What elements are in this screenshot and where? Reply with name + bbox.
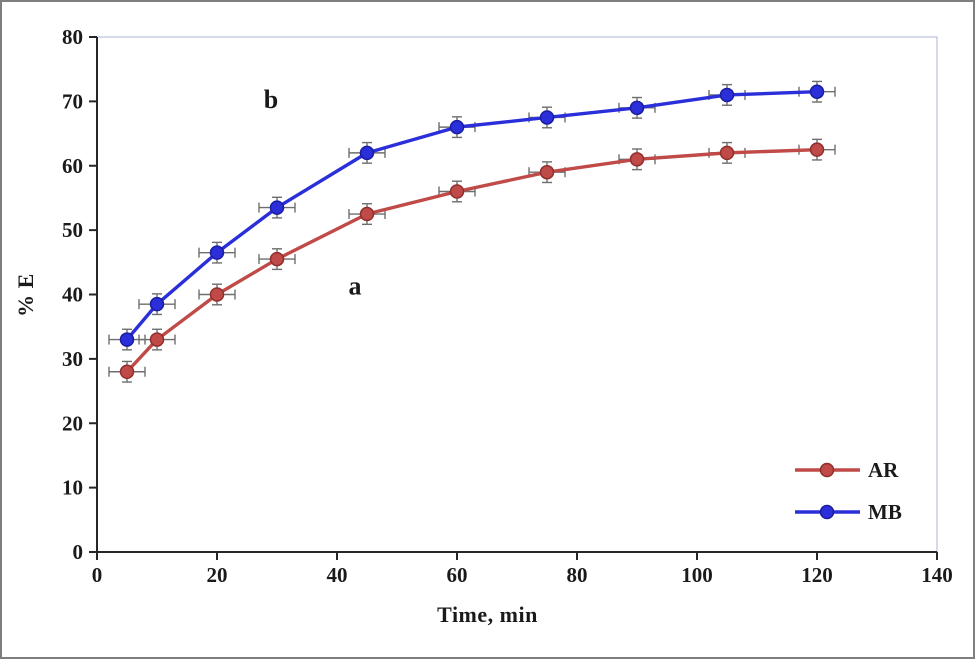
data-point (119, 332, 135, 347)
data-point (809, 142, 825, 157)
data-point (359, 206, 375, 222)
series-line (125, 90, 819, 342)
data-point (629, 100, 645, 116)
y-tick-label: 0 (73, 540, 84, 564)
data-point (449, 119, 465, 135)
legend: AR MB (795, 458, 902, 524)
y-tick-label: 80 (62, 25, 83, 49)
data-point (119, 364, 135, 379)
series-line (125, 147, 819, 374)
y-tick-label: 50 (62, 218, 83, 242)
data-point (269, 200, 285, 215)
x-tick-label: 100 (681, 563, 713, 587)
series-MB (108, 80, 836, 351)
error-bars (108, 138, 836, 383)
y-axis-title: % E (13, 273, 38, 317)
error-bars (108, 80, 836, 351)
data-point (209, 287, 225, 302)
x-axis-ticks: 0 20 40 60 80 100 120 140 (92, 552, 953, 587)
legend-label: MB (868, 500, 902, 524)
x-axis-title: Time, min (437, 602, 538, 627)
data-point (149, 332, 165, 347)
x-tick-label: 20 (207, 563, 228, 587)
data-point (359, 145, 375, 161)
y-tick-label: 10 (62, 476, 83, 500)
data-point (269, 251, 285, 267)
data-point (809, 84, 825, 99)
legend-entry-MB: MB (795, 500, 902, 524)
series-AR (108, 138, 836, 383)
data-point (539, 110, 555, 125)
x-tick-label: 140 (921, 563, 953, 587)
data-point (449, 184, 465, 199)
y-tick-label: 20 (62, 411, 83, 435)
x-tick-label: 80 (567, 563, 588, 587)
y-tick-label: 70 (62, 89, 83, 113)
series-markers (119, 142, 825, 379)
curve-label-a: a (349, 272, 362, 301)
legend-marker (819, 504, 835, 520)
y-tick-label: 60 (62, 154, 83, 178)
data-point (719, 145, 735, 161)
y-tick-label: 30 (62, 347, 83, 371)
data-point (149, 296, 165, 312)
curve-label-b: b (264, 85, 278, 114)
data-point (539, 164, 555, 180)
legend-entry-AR: AR (795, 458, 899, 482)
data-point (719, 87, 735, 103)
data-point (209, 245, 225, 260)
x-tick-label: 120 (801, 563, 833, 587)
y-axis-ticks: 0 10 20 30 40 50 60 70 80 (62, 25, 97, 564)
y-tick-label: 40 (62, 283, 83, 307)
legend-label: AR (868, 458, 899, 482)
x-tick-label: 60 (447, 563, 468, 587)
series-markers (119, 84, 825, 347)
data-point (629, 152, 645, 167)
x-tick-label: 40 (327, 563, 348, 587)
legend-marker (819, 462, 835, 478)
x-tick-label: 0 (92, 563, 103, 587)
